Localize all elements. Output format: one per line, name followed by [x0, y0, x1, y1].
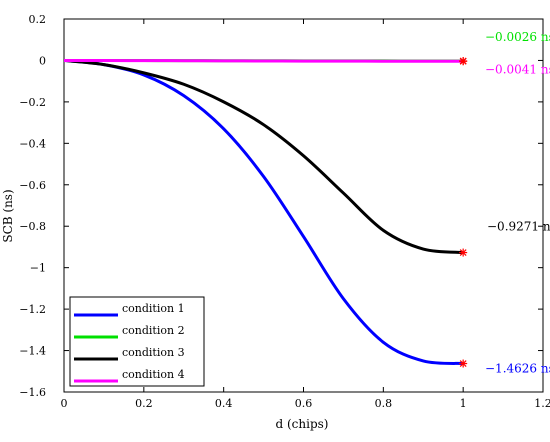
y-tick-label: 0.2	[29, 13, 47, 26]
end-marker-4	[459, 57, 468, 66]
y-tick-label: −0.6	[19, 179, 46, 192]
ticks: 0 0.2 0.4 0.6 0.8 1 1.2 0.2 0 −0.2 −0.4 −0.6 −0.8 −1 −…	[19, 13, 550, 410]
y-tick-label: −1.6	[19, 386, 46, 399]
end-value-label-2: −0.0026 ns	[485, 30, 550, 44]
y-tick-label: −1.2	[19, 303, 46, 316]
end-value-label-3: −0.9271 ns	[487, 220, 550, 234]
series-line-3	[63, 58, 464, 255]
x-tick-label: 0.6	[295, 397, 313, 410]
end-annotations: −1.4626 ns −0.0026 ns −0.9271 ns −0.0041 ns	[485, 30, 550, 376]
x-tick-label: 1	[460, 397, 467, 410]
legend: condition 1 condition 2 condition 3 conditi…	[69, 296, 205, 387]
end-marker-1	[459, 359, 468, 368]
legend-label-3: condition 3	[122, 346, 185, 359]
legend-label-2: condition 2	[122, 324, 185, 337]
series-line-4	[63, 58, 464, 63]
series-lines	[63, 58, 464, 366]
end-marker-3	[459, 248, 468, 257]
y-tick-label: −0.8	[19, 220, 46, 233]
marker-stroke	[459, 360, 467, 367]
end-value-label-1: −1.4626 ns	[485, 362, 550, 376]
x-tick-label: 0.2	[135, 397, 153, 410]
legend-box	[69, 296, 205, 387]
marker-stroke	[459, 57, 467, 65]
y-tick-label: 0	[39, 54, 46, 67]
y-tick-label: −0.4	[19, 137, 46, 150]
legend-label-4: condition 4	[122, 368, 185, 381]
y-tick-label: −0.2	[19, 96, 46, 109]
end-value-label-4: −0.0041 ns	[485, 62, 550, 76]
y-axis-label: SCB (ns)	[1, 189, 15, 242]
x-tick-label: 0.8	[375, 397, 393, 410]
x-tick-label: 0	[61, 397, 68, 410]
end-markers	[459, 56, 468, 368]
legend-label-1: condition 1	[122, 302, 185, 315]
y-tick-label: −1.4	[19, 345, 46, 358]
x-tick-label: 1.2	[534, 397, 550, 410]
x-tick-label: 0.4	[215, 397, 233, 410]
x-axis-label: d (chips)	[276, 417, 329, 431]
marker-stroke	[459, 249, 467, 256]
y-tick-label: −1	[30, 262, 46, 275]
